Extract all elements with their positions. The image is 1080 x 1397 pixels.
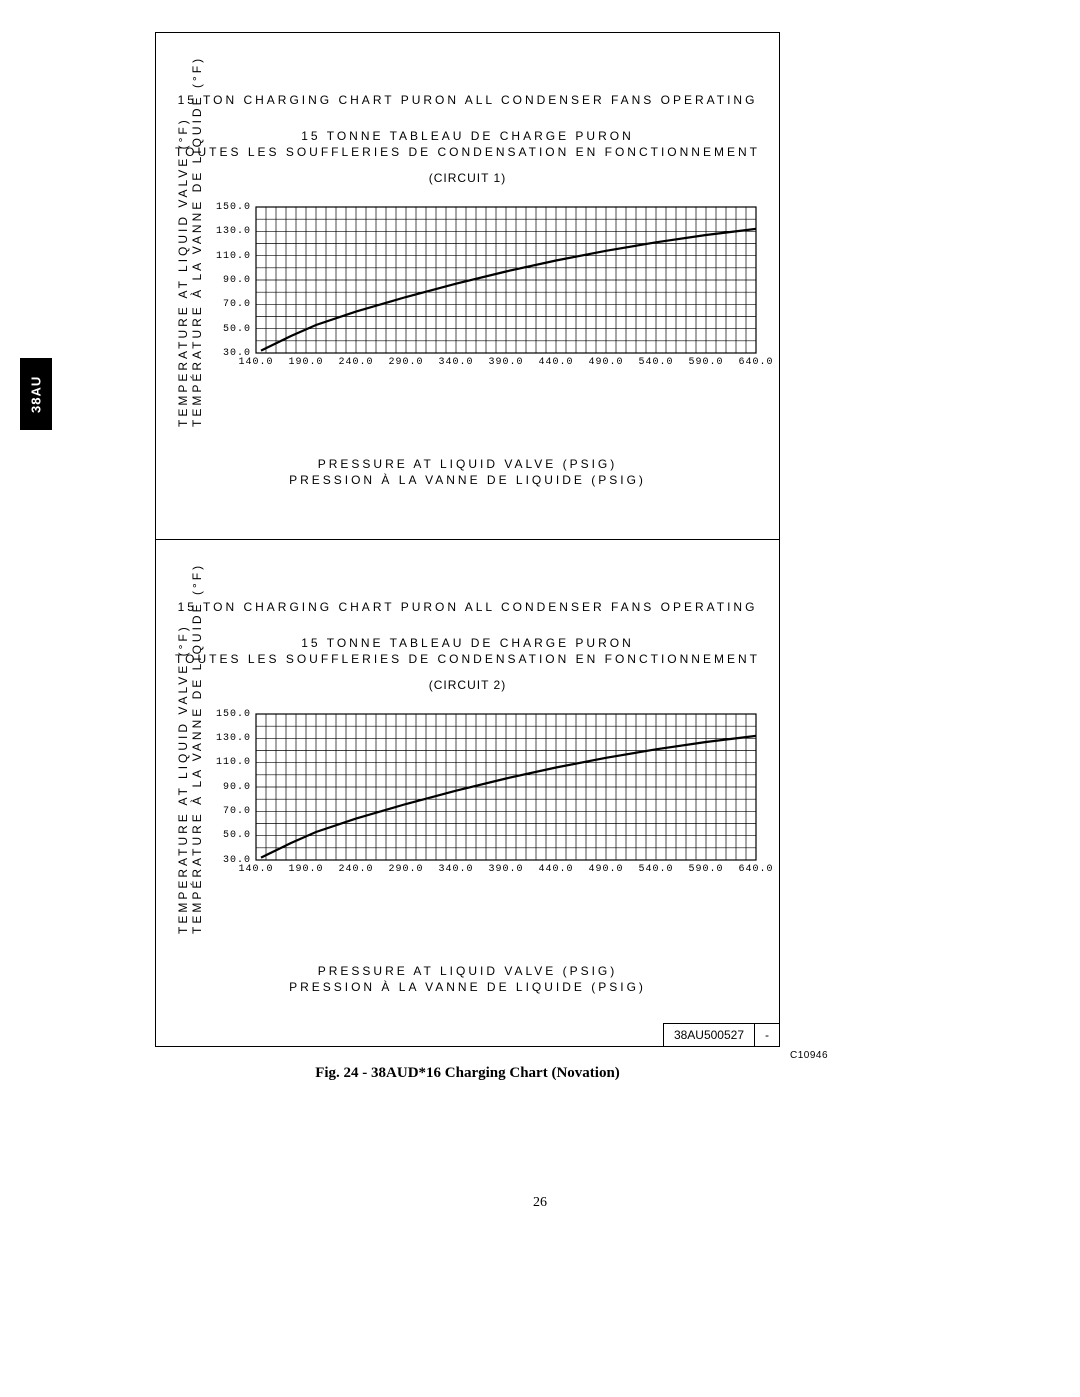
part-number: 38AU500527 [664,1024,755,1046]
xtick-label: 590.0 [688,357,723,368]
ytick-label: 130.0 [216,226,251,237]
xtick-label: 240.0 [338,864,373,875]
ytick-label: 110.0 [216,251,251,262]
ylabel-fr: TEMPÉRATURE À LA VANNE DE LIQUIDE (°F) [190,147,204,427]
xtick-label: 490.0 [588,864,623,875]
title-fr1: 15 TONNE TABLEAU DE CHARGE PURON [156,129,779,143]
ytick-label: 50.0 [223,830,251,841]
part-number-box: 38AU500527 - [663,1023,780,1047]
ytick-label: 150.0 [216,709,251,720]
xlabel-fr: PRESSION À LA VANNE DE LIQUIDE (PSIG) [156,473,779,487]
xtick-label: 240.0 [338,357,373,368]
xlabel-en: PRESSURE AT LIQUID VALVE (PSIG) [156,964,779,978]
xtick-label: 340.0 [438,864,473,875]
xlabel-fr: PRESSION À LA VANNE DE LIQUIDE (PSIG) [156,980,779,994]
chart-svg [256,714,756,860]
title-fr1: 15 TONNE TABLEAU DE CHARGE PURON [156,636,779,650]
reference-code: C10946 [790,1050,828,1061]
ytick-label: 90.0 [223,275,251,286]
xtick-label: 190.0 [288,357,323,368]
ytick-label: 70.0 [223,299,251,310]
chart-frame: 15 TON CHARGING CHART PURON ALL CONDENSE… [155,32,780,1047]
caption-text: 38AUD*16 Charging Chart (Novation) [371,1065,620,1081]
ytick-label: 70.0 [223,806,251,817]
ylabel-en: TEMPERATURE AT LIQUID VALVE (°F) [176,147,190,427]
xtick-label: 390.0 [488,357,523,368]
xtick-label: 540.0 [638,357,673,368]
xtick-label: 640.0 [738,864,773,875]
xtick-label: 440.0 [538,864,573,875]
xlabel-en: PRESSURE AT LIQUID VALVE (PSIG) [156,457,779,471]
ytick-label: 130.0 [216,733,251,744]
xtick-label: 190.0 [288,864,323,875]
circuit-label: (CIRCUIT 1) [156,171,779,185]
ytick-label: 150.0 [216,202,251,213]
panel-circuit-1: 15 TON CHARGING CHART PURON ALL CONDENSE… [156,33,779,540]
plot-area: 30.050.070.090.0110.0130.0150.0140.0190.… [256,714,756,860]
page-number: 26 [0,1195,1080,1211]
title-fr2: TOUTES LES SOUFFLERIES DE CONDENSATION E… [156,145,779,159]
ylabel-fr: TEMPÉRATURE À LA VANNE DE LIQUIDE (°F) [190,654,204,934]
xtick-label: 290.0 [388,357,423,368]
chart-svg [256,207,756,353]
title-en: 15 TON CHARGING CHART PURON ALL CONDENSE… [156,600,779,614]
circuit-label: (CIRCUIT 2) [156,678,779,692]
xtick-label: 290.0 [388,864,423,875]
xtick-label: 590.0 [688,864,723,875]
figure-caption: Fig. 24 - 38AUD*16 Charging Chart (Novat… [155,1065,780,1082]
ytick-label: 90.0 [223,782,251,793]
xtick-label: 390.0 [488,864,523,875]
title-en: 15 TON CHARGING CHART PURON ALL CONDENSE… [156,93,779,107]
panel-circuit-2: 15 TON CHARGING CHART PURON ALL CONDENSE… [156,540,779,1047]
ytick-label: 110.0 [216,757,251,768]
xtick-label: 340.0 [438,357,473,368]
ylabel-en: TEMPERATURE AT LIQUID VALVE (°F) [176,654,190,934]
xtick-label: 140.0 [238,357,273,368]
xtick-label: 640.0 [738,357,773,368]
plot-area: 30.050.070.090.0110.0130.0150.0140.0190.… [256,207,756,353]
title-fr2: TOUTES LES SOUFFLERIES DE CONDENSATION E… [156,652,779,666]
ytick-label: 50.0 [223,324,251,335]
part-rev: - [755,1024,779,1046]
caption-prefix: Fig. 24 - [315,1065,371,1081]
side-tab: 38AU [20,358,52,430]
xtick-label: 540.0 [638,864,673,875]
xtick-label: 440.0 [538,357,573,368]
xtick-label: 140.0 [238,864,273,875]
xtick-label: 490.0 [588,357,623,368]
